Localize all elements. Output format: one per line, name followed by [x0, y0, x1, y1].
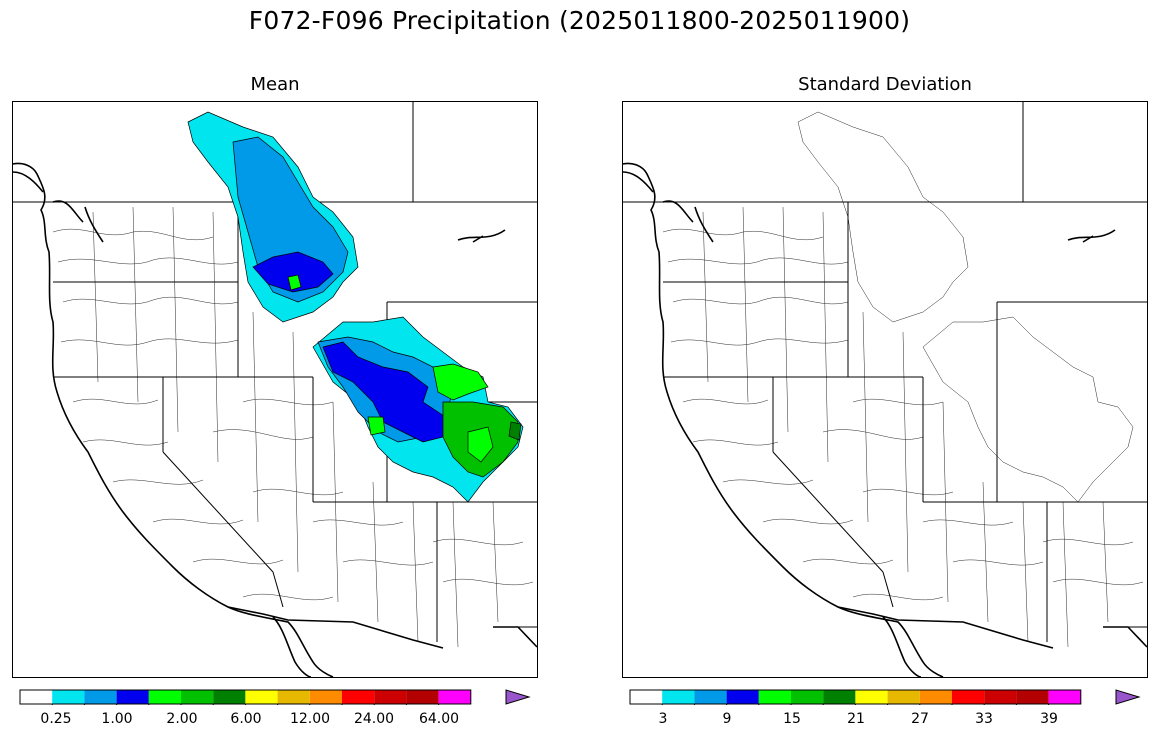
colorbar-std-swatch — [823, 690, 856, 704]
colorbar-mean-tick: 6.00 — [230, 711, 262, 727]
colorbar-std — [629, 689, 1141, 705]
colorbar-std-swatch — [1048, 690, 1081, 704]
colorbar-mean-tick: 0.25 — [40, 711, 72, 727]
basin-boundaries — [662, 111, 1144, 648]
colorbar-mean-ticks: 0.25 1.00 2.00 6.00 12.00 24.00 64.00 — [19, 711, 534, 731]
colorbar-std-swatch — [694, 690, 727, 704]
colorbar-mean — [19, 689, 531, 705]
colorbar-mean-swatch — [277, 690, 310, 704]
basin-boundaries — [52, 206, 534, 648]
coastline — [13, 162, 537, 677]
panel-title-std: Standard Deviation — [798, 74, 972, 95]
colorbar-mean-extend-arrow — [505, 689, 531, 705]
colorbar-std-swatch — [984, 690, 1017, 704]
colorbar-std-tick: 15 — [783, 711, 801, 727]
colorbar-mean-swatch — [116, 690, 149, 704]
colorbar-std-tick: 33 — [975, 711, 993, 727]
colorbar-mean-tick: 64.00 — [418, 711, 460, 727]
colorbar-std-swatch — [791, 690, 824, 704]
colorbar-std-tick: 3 — [658, 711, 668, 727]
colorbar-mean-swatch — [52, 690, 85, 704]
colorbar-std-tick: 39 — [1040, 711, 1058, 727]
colorbar-std-tick: 27 — [911, 711, 929, 727]
colorbar-std-swatch — [758, 690, 791, 704]
colorbar-std-swatch — [855, 690, 888, 704]
precip-shading — [187, 111, 524, 503]
colorbar-mean-segments — [19, 689, 472, 705]
colorbar-std-ticks: 3 9 15 21 27 33 39 — [629, 711, 1144, 731]
colorbar-mean-swatch — [406, 690, 439, 704]
coastline — [623, 162, 1147, 677]
colorbar-std-segments — [629, 689, 1082, 705]
colorbar-mean-tick: 12.00 — [289, 711, 331, 727]
colorbar-std-tick: 9 — [722, 711, 732, 727]
colorbar-std-swatch — [630, 690, 663, 704]
colorbar-mean-tick: 1.00 — [101, 711, 133, 727]
map-mean — [12, 101, 538, 678]
colorbar-std-swatch — [1016, 690, 1049, 704]
colorbar-std-extend-arrow — [1115, 689, 1141, 705]
colorbar-mean-swatch — [213, 690, 246, 704]
colorbar-mean-tick: 2.00 — [166, 711, 198, 727]
colorbar-mean-swatch — [148, 690, 181, 704]
colorbar-mean-swatch — [438, 690, 471, 704]
colorbar-mean-swatch — [181, 690, 214, 704]
colorbar-std-swatch — [662, 690, 695, 704]
colorbar-mean-swatch — [20, 690, 53, 704]
state-borders — [623, 102, 1147, 642]
figure-title: F072-F096 Precipitation (2025011800-2025… — [248, 6, 911, 35]
colorbar-mean-swatch — [374, 690, 407, 704]
colorbar-std-swatch — [726, 690, 759, 704]
colorbar-std-swatch — [919, 690, 952, 704]
colorbar-mean-swatch — [245, 690, 278, 704]
colorbar-std-tick: 21 — [847, 711, 865, 727]
map-std — [622, 101, 1148, 678]
colorbar-mean-swatch — [342, 690, 375, 704]
colorbar-std-swatch — [887, 690, 920, 704]
colorbar-mean-swatch — [309, 690, 342, 704]
colorbar-mean-tick: 24.00 — [353, 711, 395, 727]
colorbar-mean-swatch — [84, 690, 117, 704]
colorbar-std-swatch — [952, 690, 985, 704]
panel-title-mean: Mean — [250, 74, 300, 95]
